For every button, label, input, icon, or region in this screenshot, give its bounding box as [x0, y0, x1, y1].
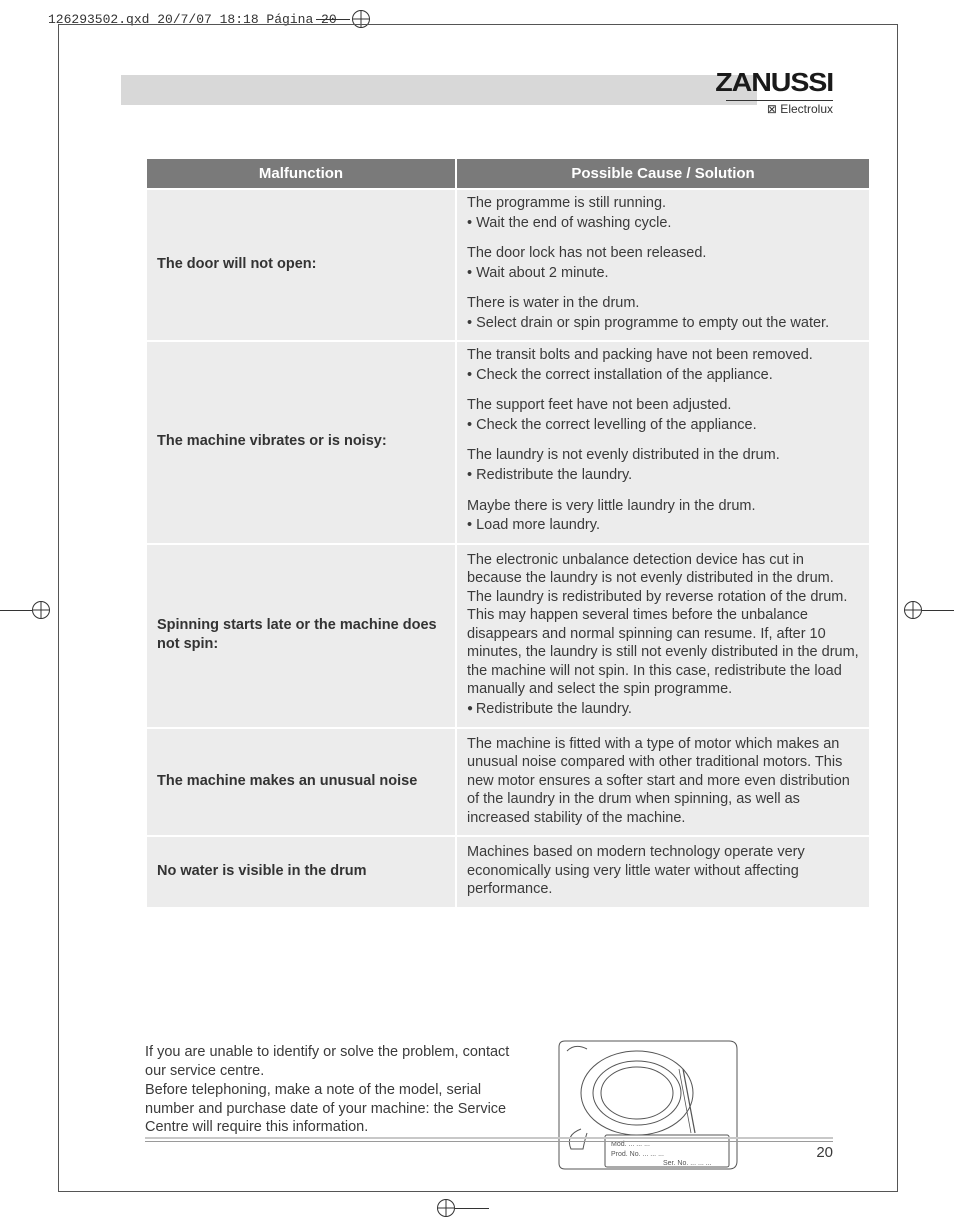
crop-mark — [0, 610, 32, 611]
solution-cell: The transit bolts and packing have not b… — [456, 341, 870, 543]
table-row: The machine vibrates or is noisy: The tr… — [146, 341, 870, 543]
table-row: The door will not open: The programme is… — [146, 189, 870, 341]
troubleshoot-table: Malfunction Possible Cause / Solution Th… — [145, 157, 871, 909]
footer-paragraph: If you are unable to identify or solve t… — [145, 1043, 527, 1137]
cause-bullet: Redistribute the laundry. — [467, 466, 859, 485]
col-malfunction: Malfunction — [146, 158, 456, 189]
cause-text: There is water in the drum. — [467, 295, 639, 311]
plate-line: Mod. ... ... ... — [611, 1141, 650, 1148]
solution-cell: The programme is still running. Wait the… — [456, 189, 870, 341]
malfunction-cell: Spinning starts late or the machine does… — [146, 544, 456, 728]
logo-sub: ⊠ Electrolux — [726, 100, 833, 116]
cause-bullet: Check the correct installation of the ap… — [467, 366, 859, 385]
cause-bullet: Check the correct levelling of the appli… — [467, 416, 859, 435]
solution-cell: The electronic unbalance detection devic… — [456, 544, 870, 728]
crop-mark — [316, 19, 350, 20]
plate-line: Prod. No. ... ... ... — [611, 1151, 664, 1158]
plate-line: Ser. No. ... ... ... — [663, 1160, 712, 1167]
table-row: The machine makes an unusual noise The m… — [146, 728, 870, 837]
cause-bullet: Wait the end of washing cycle. — [467, 214, 859, 233]
brand-logo: ZANUSSI ⊠ Electrolux — [726, 67, 833, 116]
cause-bullet: Select drain or spin programme to empty … — [467, 314, 859, 333]
table-row: Spinning starts late or the machine does… — [146, 544, 870, 728]
cause-text: Machines based on modern technology oper… — [467, 844, 805, 897]
crop-mark — [455, 1208, 489, 1209]
footer-rule — [145, 1137, 833, 1139]
solution-cell: The machine is fitted with a type of mot… — [456, 728, 870, 837]
rating-plate-illustration: Mod. ... ... ... Prod. No. ... ... ... S… — [551, 1039, 743, 1171]
malfunction-cell: The machine vibrates or is noisy: — [146, 341, 456, 543]
cause-text: The programme is still running. — [467, 195, 666, 211]
page-number: 20 — [816, 1144, 833, 1161]
malfunction-cell: The machine makes an unusual noise — [146, 728, 456, 837]
crop-target-icon — [904, 601, 922, 619]
cause-text: The machine is fitted with a type of mot… — [467, 736, 850, 826]
solution-cell: Machines based on modern technology oper… — [456, 836, 870, 908]
table-header-row: Malfunction Possible Cause / Solution — [146, 158, 870, 189]
malfunction-cell: No water is visible in the drum — [146, 836, 456, 908]
cause-text: The electronic unbalance detection devic… — [467, 552, 859, 698]
header-bar — [121, 75, 757, 105]
cause-text: Maybe there is very little laundry in th… — [467, 498, 756, 514]
cause-bullet: Redistribute the laundry. — [467, 700, 859, 719]
crop-mark — [922, 610, 954, 611]
cause-text: The laundry is not evenly distributed in… — [467, 447, 780, 463]
cause-text: The support feet have not been adjusted. — [467, 397, 731, 413]
cause-text: The transit bolts and packing have not b… — [467, 347, 813, 363]
logo-main: ZANUSSI — [715, 67, 833, 98]
table-row: No water is visible in the drum Machines… — [146, 836, 870, 908]
malfunction-cell: The door will not open: — [146, 189, 456, 341]
page-frame: ZANUSSI ⊠ Electrolux Malfunction Possibl… — [58, 24, 898, 1192]
crop-target-icon — [32, 601, 50, 619]
cause-bullet: Wait about 2 minute. — [467, 264, 859, 283]
cause-bullet: Load more laundry. — [467, 516, 859, 535]
col-solution: Possible Cause / Solution — [456, 158, 870, 189]
crop-target-icon — [437, 1199, 455, 1217]
cause-text: The door lock has not been released. — [467, 245, 706, 261]
